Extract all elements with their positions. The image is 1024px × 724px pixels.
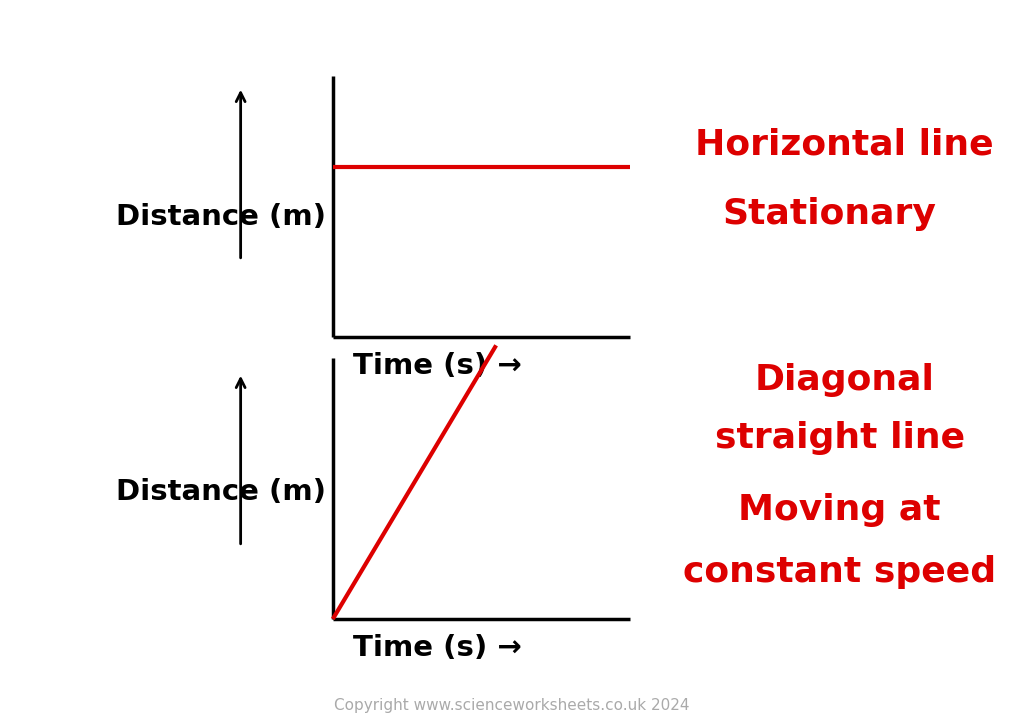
Text: constant speed: constant speed: [683, 555, 996, 589]
Text: Moving at: Moving at: [738, 494, 941, 527]
Text: Distance (m): Distance (m): [116, 203, 326, 231]
Text: Distance (m): Distance (m): [116, 479, 326, 506]
Text: straight line: straight line: [715, 421, 965, 455]
Text: Time (s) →: Time (s) →: [353, 352, 522, 379]
Text: Horizontal line: Horizontal line: [695, 128, 994, 161]
Text: Stationary: Stationary: [723, 197, 936, 230]
Text: Diagonal: Diagonal: [755, 363, 935, 397]
Text: Time (s) →: Time (s) →: [353, 634, 522, 662]
Text: Copyright www.scienceworksheets.co.uk 2024: Copyright www.scienceworksheets.co.uk 20…: [334, 699, 690, 713]
